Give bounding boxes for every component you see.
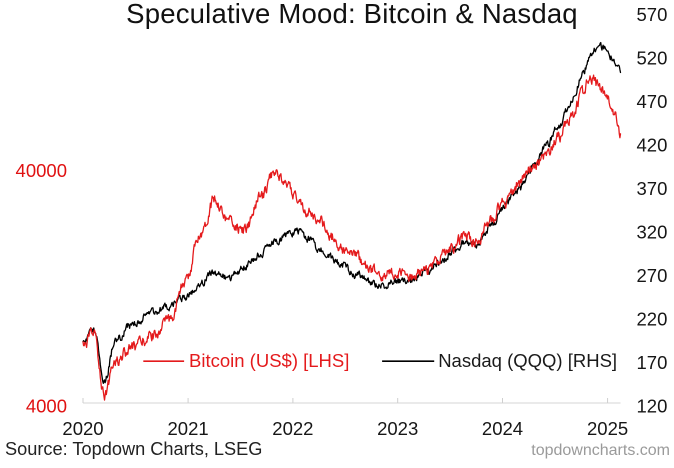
svg-text:270: 270 (637, 265, 668, 286)
svg-text:520: 520 (637, 47, 668, 68)
svg-text:220: 220 (637, 308, 668, 329)
svg-text:2024: 2024 (482, 418, 523, 439)
svg-text:4000: 4000 (26, 395, 67, 416)
svg-text:2022: 2022 (272, 418, 313, 439)
svg-text:2025: 2025 (587, 418, 628, 439)
svg-text:Nasdaq (QQQ) [RHS]: Nasdaq (QQQ) [RHS] (438, 350, 617, 371)
svg-text:2023: 2023 (377, 418, 418, 439)
svg-text:570: 570 (637, 4, 668, 25)
svg-text:2021: 2021 (168, 418, 209, 439)
svg-text:370: 370 (637, 178, 668, 199)
svg-text:120: 120 (637, 395, 668, 416)
svg-text:320: 320 (637, 221, 668, 242)
svg-text:420: 420 (637, 134, 668, 155)
svg-text:Bitcoin (US$) [LHS]: Bitcoin (US$) [LHS] (189, 350, 349, 371)
svg-text:40000: 40000 (16, 160, 67, 181)
svg-text:2020: 2020 (62, 418, 103, 439)
svg-text:470: 470 (637, 91, 668, 112)
svg-text:170: 170 (637, 352, 668, 373)
